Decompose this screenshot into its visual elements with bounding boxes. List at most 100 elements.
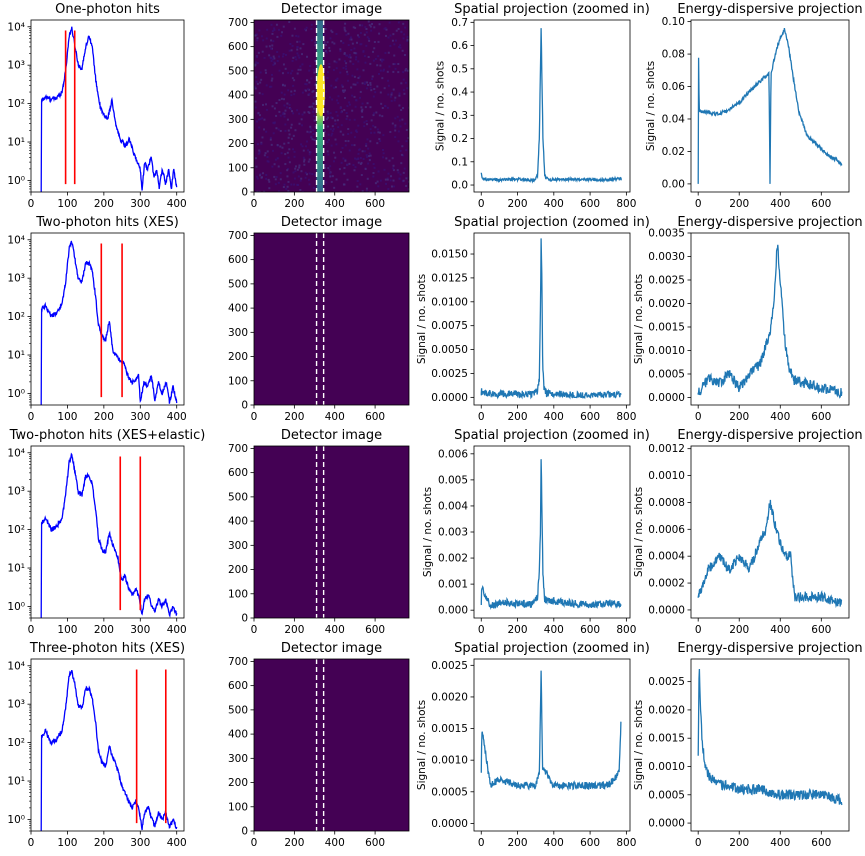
heatmap-pixel <box>268 45 271 48</box>
y-tick-label: 0.0010 <box>648 761 685 773</box>
heatmap-pixel <box>290 110 293 113</box>
heatmap-pixel <box>351 144 354 147</box>
heatmap-pixel <box>366 138 369 141</box>
heatmap-pixel <box>327 133 330 136</box>
heatmap-pixel <box>345 54 348 57</box>
heatmap-pixel <box>378 138 381 141</box>
heatmap-pixel <box>326 150 329 153</box>
y-tick-label: 0.0005 <box>431 786 468 798</box>
heatmap-pixel <box>287 89 290 92</box>
heatmap-pixel <box>269 138 272 141</box>
heatmap-pixel <box>350 38 353 41</box>
heatmap-pixel <box>306 140 309 143</box>
heatmap-pixel <box>284 53 287 56</box>
x-tick-label: 200 <box>729 624 749 636</box>
subplot-title: Two-photon hits (XES) <box>35 215 179 230</box>
heatmap-pixel <box>353 75 356 78</box>
x-tick-label: 600 <box>811 624 831 636</box>
heatmap-pixel <box>274 158 277 161</box>
subplot-title: Spatial projection (zoomed in) <box>454 215 650 230</box>
heatmap-pixel <box>381 58 384 61</box>
y-tick-label: 0.0000 <box>431 392 468 404</box>
heatmap-pixel <box>298 166 301 169</box>
heatmap-pixel <box>348 101 351 104</box>
heatmap-pixel <box>281 72 284 75</box>
heatmap-pixel <box>366 123 369 126</box>
heatmap-pixel <box>402 37 405 40</box>
heatmap-pixel <box>279 145 282 148</box>
heatmap-pixel <box>401 49 404 52</box>
subplot-title: Spatial projection (zoomed in) <box>454 2 650 17</box>
heatmap-pixel <box>329 175 332 178</box>
y-tick-label: 0.0015 <box>648 321 685 333</box>
y-tick-label: 0.6 <box>451 40 468 52</box>
heatmap-pixel <box>372 50 375 53</box>
heatmap-pixel <box>296 183 299 186</box>
heatmap-pixel <box>272 132 275 135</box>
heatmap-pixel <box>348 103 351 106</box>
heatmap-pixel <box>308 93 311 96</box>
y-tick-label: 0.0010 <box>431 755 468 767</box>
heatmap-pixel <box>391 122 394 125</box>
heatmap-pixel <box>384 105 387 108</box>
heatmap-pixel <box>267 178 270 181</box>
heatmap-pixel <box>335 67 338 70</box>
heatmap-pixel <box>281 55 284 58</box>
heatmap-pixel <box>392 179 395 182</box>
heatmap-pixel <box>377 185 380 188</box>
heatmap-pixel <box>360 174 363 177</box>
heatmap-pixel <box>275 102 278 105</box>
heatmap-pixel <box>290 90 293 93</box>
x-tick-label: 400 <box>325 198 345 210</box>
heatmap-pixel <box>349 56 352 59</box>
heatmap-pixel <box>289 107 292 110</box>
heatmap-pixel <box>305 26 308 29</box>
heatmap-pixel <box>369 140 372 143</box>
subplot-r0c3: 0 200 400 600 0.00 0.02 0.04 0.06 0.08 0.10Energy… <box>645 2 862 210</box>
heatmap-pixel <box>323 130 326 133</box>
heatmap-pixel <box>382 156 385 159</box>
heatmap-pixel <box>354 105 357 108</box>
y-tick-label: 10² <box>7 98 25 110</box>
heatmap-pixel <box>261 93 264 96</box>
heatmap-pixel <box>353 51 356 54</box>
heatmap-pixel <box>357 158 360 161</box>
heatmap-pixel <box>272 40 275 43</box>
x-tick-label: 200 <box>729 198 749 210</box>
heatmap-pixel <box>329 112 332 115</box>
heatmap-pixel <box>292 171 295 174</box>
heatmap-pixel <box>283 84 286 87</box>
subplot-title: Detector image <box>281 2 382 17</box>
heatmap-pixel <box>355 56 358 59</box>
heatmap-pixel <box>265 84 268 87</box>
heatmap-pixel <box>369 81 372 84</box>
heatmap-pixel <box>367 37 370 40</box>
subplot-title: Three-photon hits (XES) <box>29 641 185 656</box>
heatmap-pixel <box>269 47 272 50</box>
heatmap-pixel <box>277 181 280 184</box>
heatmap-pixel <box>372 59 375 62</box>
heatmap-pixel <box>322 48 325 51</box>
heatmap-pixel <box>372 163 375 166</box>
heatmap-pixel <box>256 37 259 40</box>
heatmap-pixel <box>331 41 334 44</box>
heatmap-pixel <box>291 59 294 62</box>
y-tick-label: 0 <box>241 400 248 412</box>
axes-frame <box>690 658 850 832</box>
y-tick-label: 0.00 <box>662 178 685 190</box>
heatmap-pixel <box>271 105 274 108</box>
heatmap-pixel <box>260 176 263 179</box>
heatmap-pixel <box>298 40 301 43</box>
x-tick-label: 400 <box>770 837 790 849</box>
y-tick-label: 10³ <box>7 699 25 711</box>
heatmap-pixel <box>392 167 395 170</box>
heatmap-pixel <box>283 183 286 186</box>
y-tick-label: 10¹ <box>7 776 25 788</box>
heatmap-pixel <box>260 141 263 144</box>
heatmap-pixel <box>346 178 349 181</box>
heatmap-pixel <box>402 22 405 25</box>
heatmap-pixel <box>351 94 354 97</box>
axes-frame <box>690 232 850 406</box>
heatmap-pixel <box>300 170 303 173</box>
heatmap-pixel <box>328 96 331 99</box>
